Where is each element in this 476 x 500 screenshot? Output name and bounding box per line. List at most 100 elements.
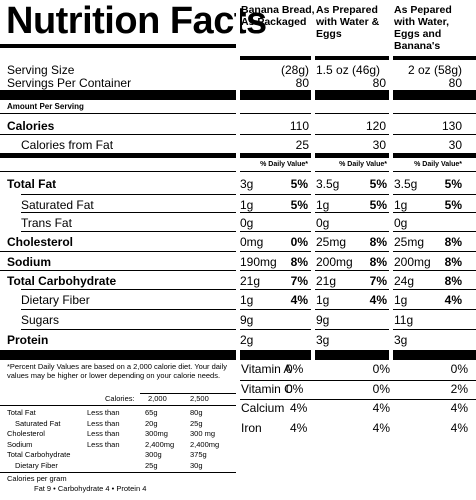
vitamin-label: Vitamin A [241, 362, 292, 376]
nutrient-label: Total Fat [7, 177, 57, 191]
serving-size-value: (28g) [280, 63, 309, 77]
vitamin-label: Iron [241, 421, 262, 435]
nutrient-daily-value: 5% [290, 177, 308, 191]
footnote: *Percent Daily Values are based on a 2,0… [7, 362, 228, 380]
reference-cell: Cholesterol [7, 429, 45, 438]
nutrient-daily-value: 8% [444, 255, 462, 269]
amount-per-serving: Amount Per Serving [7, 102, 84, 111]
vitamin-value: 0% [450, 362, 468, 376]
reference-cell: 2,400mg [145, 439, 175, 449]
row-divider [240, 380, 476, 381]
reference-header-cell: 2,500 [190, 394, 209, 403]
nutrient-amount: 21g [316, 274, 337, 288]
vitamin-label: Calcium [241, 401, 285, 415]
nutrient-amount: 0g [394, 216, 408, 230]
nutrient-daily-value: 5% [444, 198, 462, 212]
vitamin-value: 0% [286, 382, 304, 396]
calories-from-fat-value: 30 [448, 138, 462, 152]
reference-header-cell: Calories: [105, 394, 135, 403]
nutrient-daily-value: 5% [369, 177, 387, 191]
row-divider [21, 212, 476, 213]
reference-cell: 25g [145, 460, 158, 470]
calories-per-gram-label: Calories per gram [7, 474, 67, 483]
reference-cell: Saturated Fat [15, 418, 61, 428]
nutrient-amount: 1g [394, 293, 408, 307]
nutrient-amount: 1g [240, 198, 254, 212]
nutrient-amount: 25mg [316, 235, 347, 249]
row-divider [21, 194, 476, 195]
row-divider [240, 399, 476, 400]
reference-cell: 300 mg [190, 429, 216, 438]
nutrient-amount: 1g [316, 198, 330, 212]
column-gap [236, 0, 240, 500]
reference-cell: 300mg [145, 429, 168, 438]
reference-cell: 2,400mg [190, 439, 220, 449]
row-divider [21, 231, 476, 232]
reference-cell: Less than [87, 439, 120, 449]
column-header-packaged: Banana Bread, As Packaged [241, 4, 315, 28]
vitamin-value: 0% [372, 382, 390, 396]
reference-cell: Sodium [7, 439, 33, 449]
nutrient-label: Trans Fat [21, 216, 72, 230]
daily-value-header: % Daily Value* [339, 161, 387, 168]
reference-cell: 20g [145, 418, 158, 428]
nutrient-label: Total Carbohydrate [7, 274, 117, 288]
nutrient-daily-value: 8% [369, 235, 387, 249]
vitamin-value: 0% [286, 362, 304, 376]
reference-cell: 65g [145, 408, 158, 417]
nutrient-amount: 21g [240, 274, 261, 288]
serving-size-label: Serving Size [7, 63, 75, 77]
nutrient-amount: 200mg [394, 255, 431, 269]
reference-cell: Total Fat [7, 408, 36, 417]
calories-from-fat-label: Calories from Fat [21, 138, 114, 152]
title-divider [0, 44, 240, 48]
nutrient-daily-value: 7% [369, 274, 387, 288]
nutrient-amount: 1g [240, 293, 254, 307]
nutrient-label: Sugars [21, 313, 60, 327]
nutrient-amount: 24g [394, 274, 415, 288]
reference-cell: 375g [190, 450, 207, 459]
vitamin-value: 0% [372, 362, 390, 376]
nutrient-amount: 200mg [316, 255, 353, 269]
vitamin-value: 4% [290, 421, 308, 435]
divider [0, 472, 236, 473]
vitamin-value: 2% [450, 382, 468, 396]
label-title: Nutrition Facts [6, 0, 267, 42]
nutrient-amount: 9g [240, 313, 254, 327]
vitamin-value: 4% [450, 421, 468, 435]
nutrient-daily-value: 8% [369, 255, 387, 269]
calories-value: 130 [441, 119, 462, 133]
nutrient-label: Saturated Fat [21, 198, 94, 212]
reference-cell: 80g [190, 408, 203, 417]
calories-per-gram: Fat 9 • Carbohydrate 4 • Protein 4 [34, 484, 147, 493]
nutrient-amount: 3g [394, 333, 408, 347]
vitamin-value: 4% [450, 401, 468, 415]
servings-per-container-value: 80 [295, 76, 309, 90]
nutrient-amount: 9g [316, 313, 330, 327]
nutrient-amount: 11g [394, 313, 414, 327]
nutrient-label: Protein [7, 333, 49, 347]
reference-cell: Less than [87, 429, 120, 438]
vitamin-value: 4% [372, 421, 390, 435]
column-gap [311, 44, 315, 360]
divider [0, 405, 236, 406]
column-header-water-eggs: As Prepared with Water & Eggs [316, 4, 380, 40]
nutrient-amount: 2g [240, 333, 254, 347]
row-divider [21, 309, 476, 310]
column-gap [389, 44, 393, 360]
nutrient-amount: 1g [394, 198, 408, 212]
nutrient-daily-value: 7% [290, 274, 308, 288]
nutrient-daily-value: 4% [444, 293, 462, 307]
divider [140, 393, 236, 394]
nutrient-amount: 3.5g [316, 177, 340, 191]
daily-value-header: % Daily Value* [260, 161, 308, 168]
servings-per-container-value: 80 [372, 76, 386, 90]
calories-from-fat-value: 30 [372, 138, 386, 152]
vitamin-value: 4% [372, 401, 390, 415]
calories-from-fat-value: 25 [295, 138, 309, 152]
nutrient-amount: 3.5g [394, 177, 418, 191]
reference-cell: Total Carbohydrate [7, 450, 71, 459]
calories-label: Calories [7, 119, 55, 133]
nutrient-amount: 3g [316, 333, 330, 347]
reference-cell: Dietary Fiber [15, 460, 58, 470]
